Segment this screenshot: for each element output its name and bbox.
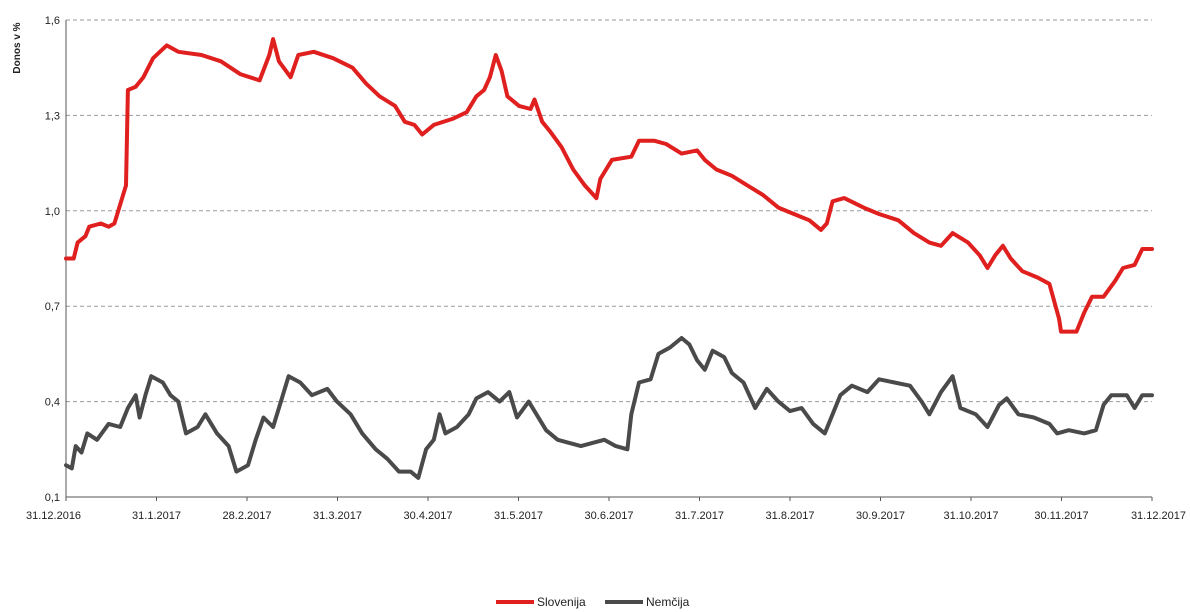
y-tick-label: 1,3 [45, 110, 60, 122]
x-tick-label: 30.6.2017 [585, 510, 634, 522]
y-axis-label: Donos v % [12, 22, 23, 73]
series-line-nemcija [64, 336, 1154, 480]
x-tick-label: 31.3.2017 [313, 510, 362, 522]
x-tick-label: 31.5.2017 [494, 510, 543, 522]
x-tick-label: 31.12.2017 [1131, 510, 1186, 522]
x-tick-label: 31.10.2017 [943, 510, 998, 522]
y-tick-label: 0,4 [45, 397, 60, 409]
x-tick-label: 31.7.2017 [675, 510, 724, 522]
legend-label: Slovenija [537, 595, 586, 609]
x-tick-label: 31.8.2017 [766, 510, 815, 522]
x-tick-label: 31.1.2017 [132, 510, 181, 522]
x-tick-label: 28.2.2017 [223, 510, 272, 522]
y-tick-label: 0,7 [45, 301, 60, 313]
legend-label: Nemčija [646, 595, 690, 609]
y-tick-label: 1,6 [45, 15, 60, 27]
x-tick-label: 30.4.2017 [404, 510, 453, 522]
series-lines [64, 37, 1154, 480]
x-tick-label: 31.12.2016 [26, 510, 81, 522]
y-tick-label: 0,1 [45, 492, 60, 504]
gridlines [66, 19, 1152, 403]
y-tick-label: 1,0 [45, 206, 60, 218]
axes [65, 20, 1153, 501]
series-line-slovenija [64, 37, 1154, 334]
x-tick-label: 30.11.2017 [1034, 510, 1088, 522]
legend: Slovenija Nemčija [496, 595, 690, 609]
y-tick-labels: 0,1 0,4 0,7 1,0 1,3 1,6 [45, 15, 60, 504]
x-tick-labels: 31.12.2016 31.1.2017 28.2.2017 31.3.2017 30.… [26, 510, 1186, 522]
x-tick-label: 30.9.2017 [856, 510, 905, 522]
